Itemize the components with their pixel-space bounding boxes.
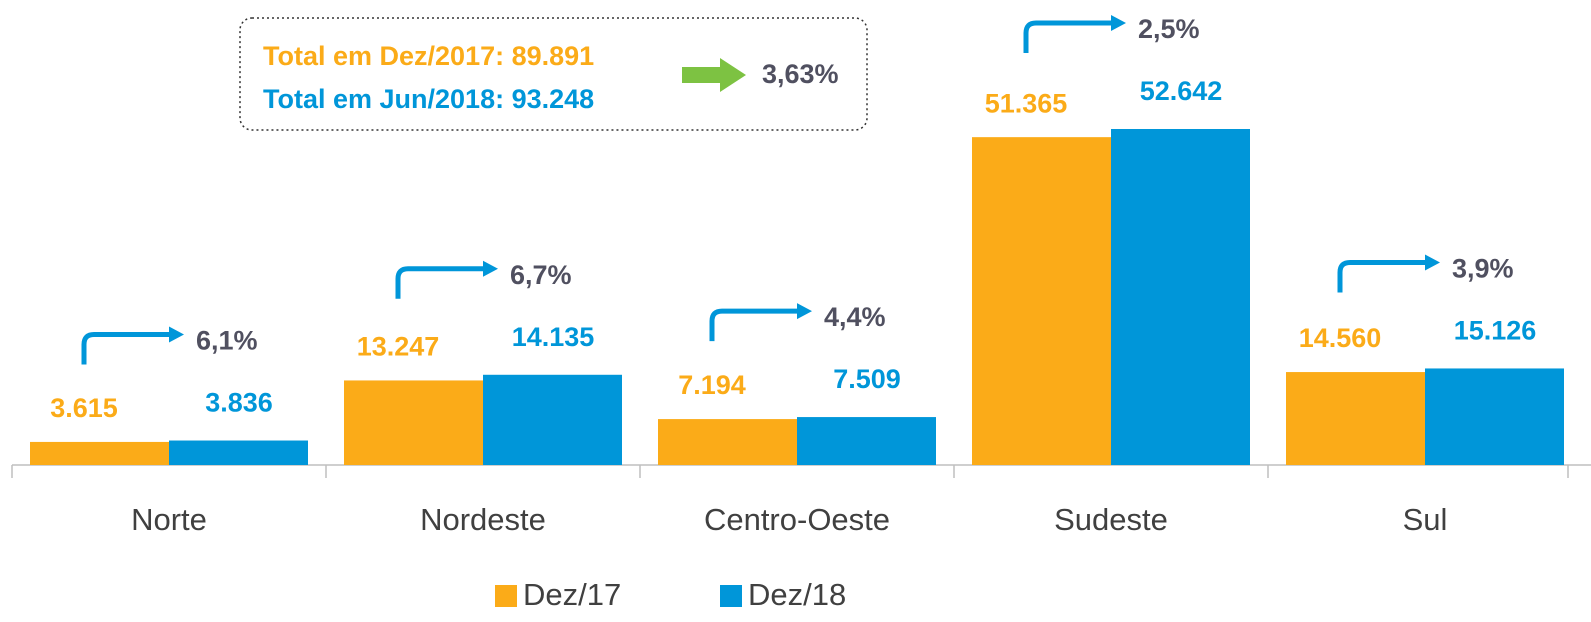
- summary-line2: Total em Jun/2018: 93.248: [263, 84, 594, 114]
- x-tick-label: Nordeste: [420, 502, 546, 537]
- growth-label: 6,7%: [510, 260, 572, 290]
- green-arrow: [682, 58, 746, 92]
- growth-arrow: [395, 266, 483, 299]
- growth-label: 6,1%: [196, 326, 258, 356]
- growth-arrowhead: [169, 326, 184, 343]
- growth-label: 4,4%: [824, 302, 886, 332]
- summary-change: 3,63%: [762, 59, 839, 89]
- value-label: 7.194: [678, 370, 746, 400]
- bar: [1111, 129, 1250, 465]
- value-label: 51.365: [985, 88, 1068, 118]
- legend-swatch: [720, 585, 742, 607]
- bar: [483, 374, 622, 465]
- value-label: 14.560: [1299, 323, 1382, 353]
- legend-swatch: [495, 585, 517, 607]
- value-label: 7.509: [833, 364, 901, 394]
- growth-label: 3,9%: [1452, 254, 1514, 284]
- value-label: 14.135: [512, 322, 595, 352]
- legend-label: Dez/18: [748, 577, 846, 612]
- value-label: 52.642: [1140, 76, 1223, 106]
- value-label: 3.615: [50, 393, 118, 423]
- value-label: 3.836: [205, 388, 273, 418]
- legend-label: Dez/17: [523, 577, 621, 612]
- growth-arrowhead: [797, 303, 812, 320]
- growth-arrowhead: [1425, 254, 1440, 271]
- x-tick-label: Norte: [131, 502, 207, 537]
- bar: [344, 380, 483, 465]
- summary-box: [239, 17, 868, 131]
- bar: [658, 419, 797, 465]
- bar: [30, 441, 169, 465]
- bar: [1286, 372, 1425, 465]
- bar: [797, 417, 936, 465]
- bar: [169, 440, 308, 465]
- x-tick-label: Sul: [1403, 502, 1448, 537]
- summary-line1: Total em Dez/2017: 89.891: [263, 41, 594, 71]
- growth-arrow: [81, 332, 169, 365]
- value-label: 15.126: [1454, 316, 1537, 346]
- growth-arrow: [709, 308, 797, 342]
- bar: [1425, 368, 1564, 465]
- growth-label: 2,5%: [1138, 14, 1200, 44]
- growth-arrow: [1337, 259, 1425, 293]
- growth-arrowhead: [1111, 15, 1126, 31]
- bar: [972, 137, 1111, 465]
- growth-arrow: [1023, 20, 1111, 53]
- value-label: 13.247: [357, 332, 440, 362]
- x-tick-label: Centro-Oeste: [704, 502, 890, 537]
- x-tick-label: Sudeste: [1054, 502, 1168, 537]
- growth-arrowhead: [483, 260, 498, 277]
